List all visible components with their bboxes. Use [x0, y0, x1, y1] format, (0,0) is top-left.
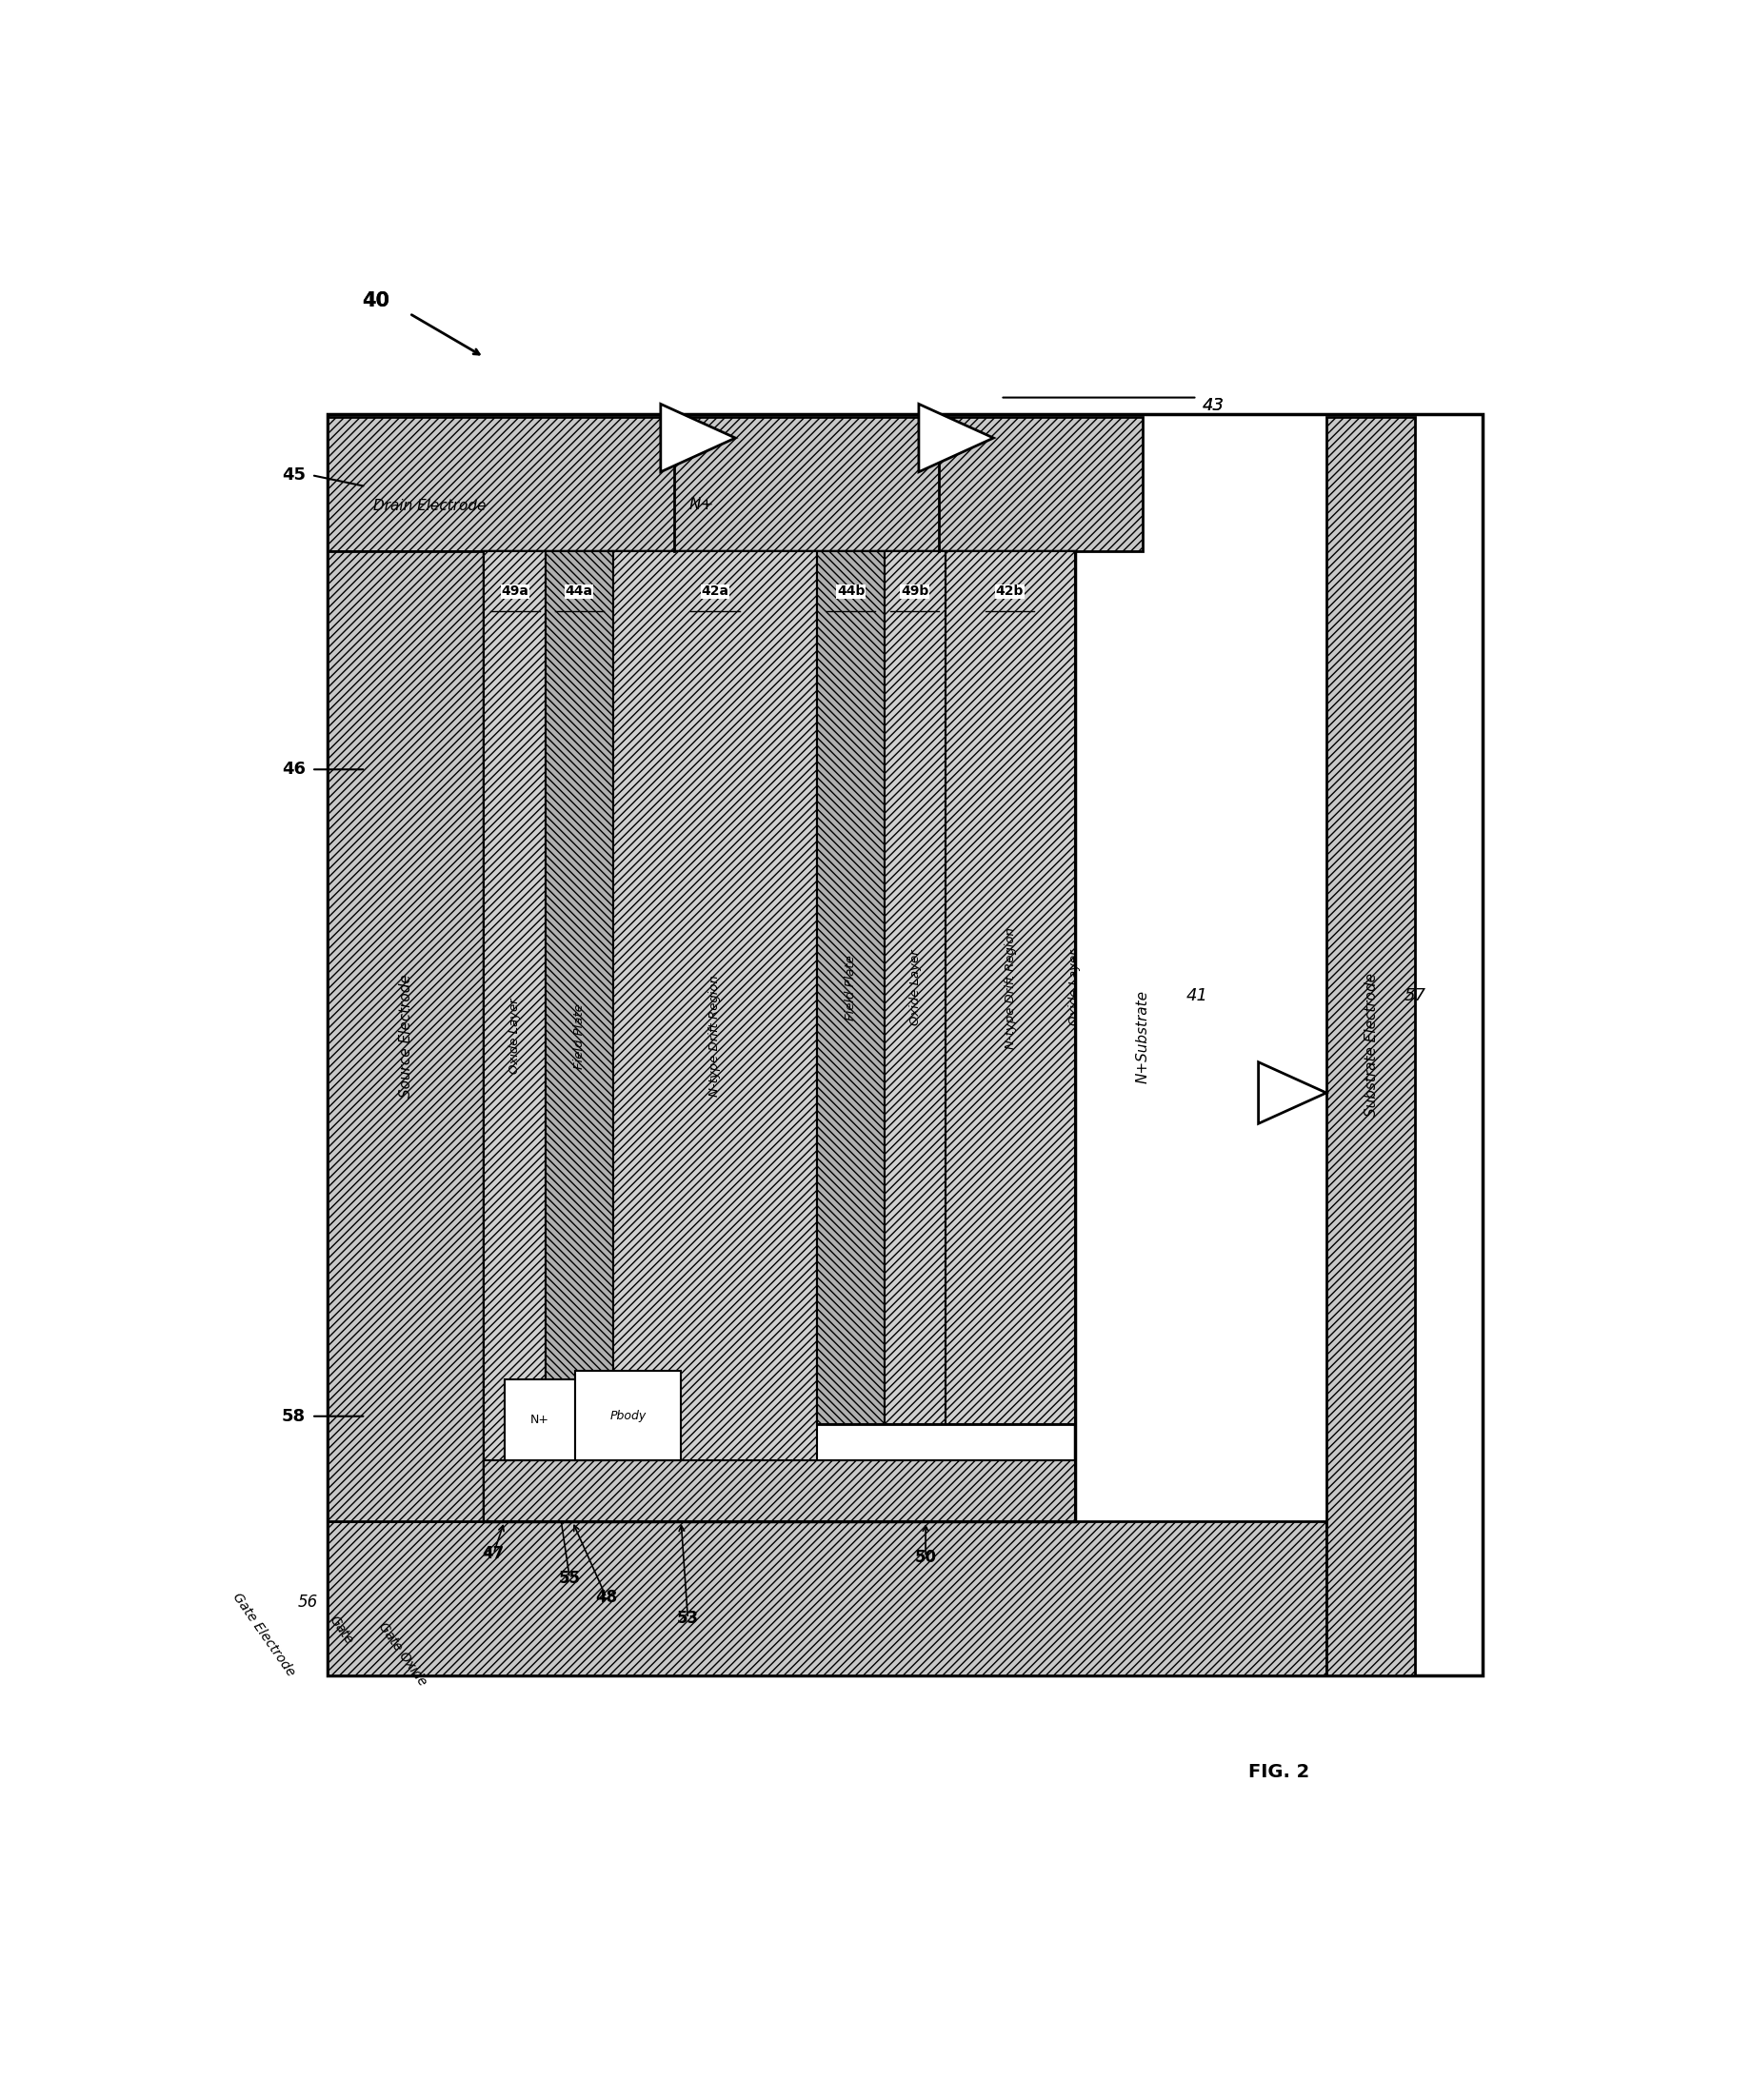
Bar: [947, 550, 1075, 1424]
Text: Drain Electrode: Drain Electrode: [373, 498, 486, 512]
Bar: [545, 550, 614, 1520]
Text: 53: 53: [677, 1611, 699, 1628]
Text: 41: 41: [1187, 987, 1208, 1004]
Text: 58: 58: [282, 1407, 305, 1424]
Bar: [614, 550, 817, 1520]
Text: Gate Oxide: Gate Oxide: [375, 1619, 429, 1688]
Text: 40: 40: [361, 292, 389, 311]
Text: Source Electrode: Source Electrode: [398, 974, 414, 1098]
Text: 43: 43: [1203, 397, 1225, 414]
Text: 56: 56: [298, 1594, 317, 1611]
Bar: [328, 414, 1483, 1676]
Polygon shape: [1259, 1063, 1327, 1124]
Bar: [505, 1380, 575, 1459]
Text: 44b: 44b: [836, 586, 864, 598]
Text: 49b: 49b: [901, 586, 929, 598]
Text: Substrate Electrode: Substrate Electrode: [1364, 972, 1378, 1117]
Text: Oxide Layer: Oxide Layer: [508, 997, 521, 1073]
Text: 43: 43: [1203, 397, 1225, 414]
Text: Pbody: Pbody: [610, 1409, 647, 1422]
Text: Field Plate: Field Plate: [573, 1004, 586, 1069]
Bar: [328, 550, 484, 1520]
Text: Oxide Layer: Oxide Layer: [910, 949, 922, 1025]
Bar: [484, 550, 545, 1520]
Text: 45: 45: [282, 466, 305, 483]
Bar: [1327, 418, 1415, 1676]
Text: N+Substrate: N+Substrate: [1136, 989, 1150, 1084]
Bar: [817, 550, 885, 1424]
Text: 42b: 42b: [996, 586, 1024, 598]
Text: N-type Drift Region: N-type Drift Region: [708, 974, 720, 1096]
Text: N+: N+: [529, 1413, 549, 1426]
Polygon shape: [919, 403, 994, 473]
Text: 42a: 42a: [701, 586, 729, 598]
Text: 40: 40: [361, 292, 389, 311]
Bar: [885, 550, 947, 1424]
Text: Gate: Gate: [326, 1613, 356, 1646]
Text: Field Plate: Field Plate: [845, 956, 857, 1021]
Text: N-type Drift Region: N-type Drift Region: [1004, 926, 1017, 1048]
Text: Oxide Layer: Oxide Layer: [1069, 949, 1082, 1025]
Text: 44a: 44a: [564, 586, 593, 598]
Text: N+: N+: [689, 496, 713, 512]
Bar: [484, 1459, 1075, 1520]
Text: 47: 47: [482, 1546, 505, 1562]
Polygon shape: [661, 403, 736, 473]
Bar: [328, 1520, 1327, 1676]
Text: FIG. 2: FIG. 2: [1248, 1762, 1309, 1781]
Text: 57: 57: [1404, 987, 1425, 1004]
Text: 48: 48: [596, 1590, 617, 1606]
Bar: [484, 550, 1075, 1520]
Text: 49a: 49a: [501, 586, 529, 598]
Text: 50: 50: [915, 1548, 936, 1564]
Text: 46: 46: [282, 760, 305, 777]
Bar: [810, 550, 1075, 1424]
Bar: [575, 1371, 680, 1459]
Bar: [328, 418, 1143, 550]
Text: Gate Electrode: Gate Electrode: [230, 1590, 298, 1678]
Text: 55: 55: [559, 1569, 580, 1586]
